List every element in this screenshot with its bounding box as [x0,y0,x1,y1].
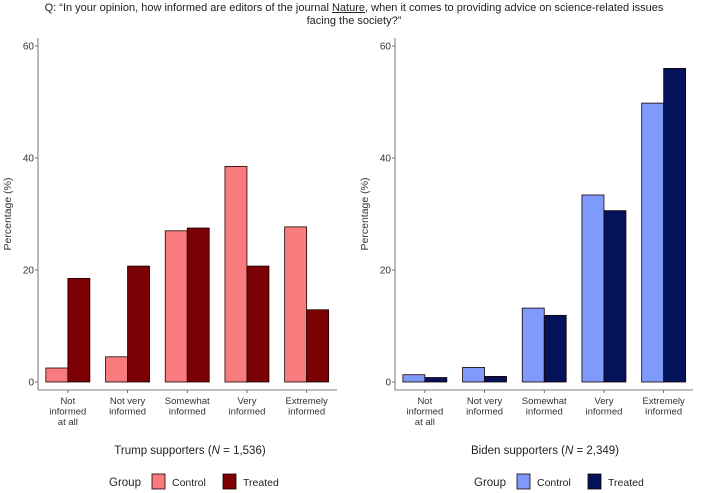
question-line2: facing the society?” [306,15,402,27]
x-category-label: Somewhat informed [165,396,210,418]
panel-title: Biden supporters (N = 2,349) [471,445,619,457]
legend-swatch-treated [222,473,237,490]
y-tick-label: 60 [380,42,392,53]
x-category-label: Very informed [228,396,265,418]
bar-treated [127,265,150,383]
x-category-label: Somewhat informed [522,396,567,418]
bar-treated [306,309,330,383]
panel-title-group: Trump supporters ( [114,445,212,457]
panel-title: Trump supporters (N = 1,536) [114,445,266,457]
legend-swatch-treated [587,473,602,490]
y-tick-label: 0 [385,378,391,389]
bar-control [402,374,426,383]
legend: Group Control Treated [474,473,644,490]
legend-swatch-control [516,473,531,490]
bar-control [581,194,605,383]
y-axis-label: Percentage (%) [2,178,14,251]
legend-title: Group [109,477,141,489]
y-tick-label: 0 [28,378,34,389]
bar-treated [603,210,627,383]
bar-treated [484,375,507,383]
survey-question: Q: “In your opinion, how informed are ed… [0,2,708,28]
y-tick-label: 20 [23,266,35,277]
bar-control [105,356,128,383]
bar-control [462,367,485,383]
legend-label-control: Control [172,477,206,489]
bar-control [284,226,308,383]
bar-treated [424,377,448,383]
legend: Group Control Treated [109,473,279,490]
bar-control [521,307,545,383]
legend-label-control: Control [537,477,571,489]
y-tick-label: 20 [380,266,392,277]
x-category-label: Not informed at all [406,396,443,428]
y-tick-label: 60 [23,42,35,53]
bar-control [224,165,248,383]
panel-1: 0 20 40 60 Percentage (%) Not informed at all No… [2,38,337,490]
bar-control [45,367,69,383]
y-axis-label: Percentage (%) [359,178,371,251]
panel-title-n-label: N [212,445,221,457]
panel-title-group: Biden supporters ( [471,445,565,457]
bar-treated [543,314,567,383]
bar-treated [67,277,91,383]
panel-title-n-value: = 1,536) [220,445,266,457]
legend-title: Group [474,477,506,489]
x-category-label: Not very informed [466,396,503,418]
legend-swatch-control [151,473,166,490]
x-category-label: Not informed at all [49,396,86,428]
panel-title-n-value: = 2,349) [573,445,619,457]
y-tick-label: 40 [380,154,392,165]
x-category-label: Extremely informed [643,396,685,418]
bar-control [641,102,665,383]
x-category-label: Very informed [585,396,622,418]
legend-label-treated: Treated [608,477,644,489]
x-category-label: Extremely informed [286,396,328,418]
bar-control [164,230,188,383]
question-suffix: , when it comes to providing advice on s… [365,2,664,14]
bar-treated [663,68,687,383]
bar-treated [186,227,210,383]
y-tick-label: 40 [23,154,35,165]
journal-name: Nature [331,2,366,14]
panel-2: 0 20 40 60 Percentage (%) Not informed at all No… [359,38,693,490]
legend-label-treated: Treated [243,477,279,489]
question-prefix: Q: “In your opinion, how informed are ed… [44,2,332,14]
panel-title-n-label: N [565,445,574,457]
x-category-label: Not very informed [109,396,146,418]
bar-treated [246,265,270,383]
